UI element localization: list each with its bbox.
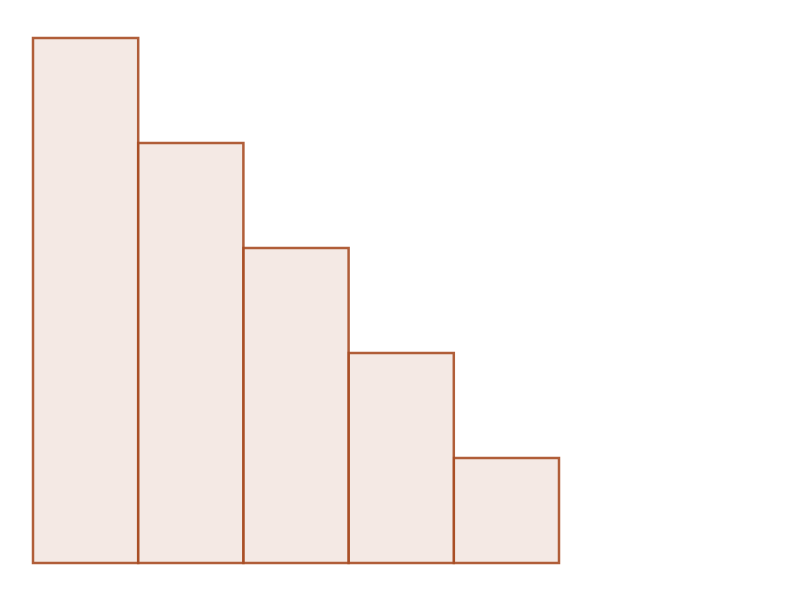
bar [136, 141, 245, 565]
bar [347, 351, 456, 565]
bar [31, 36, 140, 565]
bar [452, 456, 561, 565]
bar [242, 246, 350, 565]
